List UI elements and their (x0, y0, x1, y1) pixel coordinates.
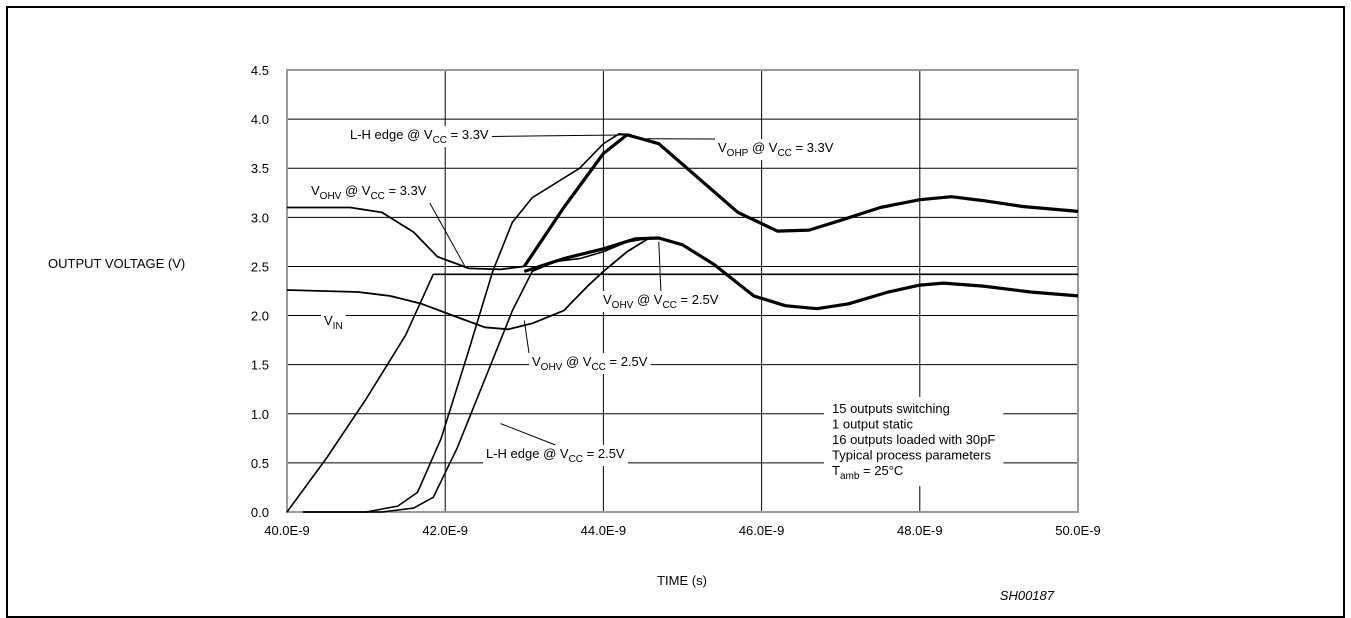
annotation-label-part: = 3.3V (385, 183, 427, 198)
annotation-label-part: CC (370, 191, 384, 202)
y-tick-label: 2.5 (251, 259, 269, 274)
annotation-leader (492, 135, 631, 137)
y-tick-label: 0.5 (251, 456, 269, 471)
annotation-label-part: V (532, 354, 541, 369)
y-tick-label: 2.0 (251, 309, 269, 324)
annotation-label-part: OHV (612, 300, 634, 311)
x-tick-label: 48.0E-9 (897, 523, 943, 538)
series-line-lh25 (303, 238, 651, 512)
annotation-label-part: @ V (633, 292, 662, 307)
x-tick-label: 46.0E-9 (739, 523, 785, 538)
x-axis-label: TIME (s) (657, 573, 707, 588)
annotation-label-part: V (324, 313, 333, 328)
annotation-label-part: OHV (541, 362, 563, 373)
annotation-label-part: L-H edge @ V (486, 446, 569, 461)
y-axis-label: OUTPUT VOLTAGE (V) (48, 256, 185, 271)
annotation-label-part: = 2.5V (583, 446, 625, 461)
annotation-label-part: CC (569, 454, 583, 465)
x-tick-label: 40.0E-9 (264, 523, 310, 538)
annotation-label-part: = 2.5V (677, 292, 719, 307)
annotation-label-part: = 2.5V (606, 354, 648, 369)
condition-line-part: 1 output static (832, 417, 913, 432)
condition-line-part: = 25°C (859, 463, 903, 478)
x-tick-label: 50.0E-9 (1055, 523, 1101, 538)
annotation-label-part: V (311, 183, 320, 198)
annotation-label-part: = 3.3V (792, 140, 834, 155)
annotation-label-part: IN (333, 321, 343, 332)
annotation-label-part: L-H edge @ V (350, 127, 433, 142)
figure-id: SH00187 (1000, 588, 1055, 603)
y-tick-label: 4.5 (251, 63, 269, 78)
y-tick-label: 3.5 (251, 161, 269, 176)
condition-line-part: T (832, 463, 840, 478)
y-tick-label: 1.0 (251, 407, 269, 422)
annotation-leader (430, 203, 465, 266)
annotation-label-part: @ V (341, 183, 370, 198)
annotation-label-part: CC (777, 148, 791, 159)
series-line-vohv33 (287, 208, 524, 270)
annotation-label-part: @ V (562, 354, 591, 369)
annotation-label-part: V (718, 140, 727, 155)
condition-line-part: amb (840, 471, 860, 482)
annotation-label-part: @ V (748, 140, 777, 155)
condition-line-part: 16 outputs loaded with 30pF (832, 432, 995, 447)
annotation-label-part: OHP (727, 148, 749, 159)
x-tick-label: 42.0E-9 (422, 523, 468, 538)
y-tick-label: 4.0 (251, 112, 269, 127)
y-tick-label: 3.0 (251, 210, 269, 225)
condition-line: Typical process parameters (832, 448, 991, 463)
annotation-leader (501, 424, 556, 445)
condition-line: 1 output static (832, 417, 913, 432)
y-tick-label: 1.5 (251, 358, 269, 373)
condition-line: 16 outputs loaded with 30pF (832, 432, 995, 447)
annotation-label-part: CC (662, 300, 676, 311)
x-tick-label: 44.0E-9 (581, 523, 627, 538)
condition-line-part: 15 outputs switching (832, 401, 950, 416)
annotation-label-part: CC (433, 135, 447, 146)
annotation-label-part: = 3.3V (447, 127, 489, 142)
condition-line: 15 outputs switching (832, 401, 950, 416)
y-tick-label: 0.0 (251, 505, 269, 520)
condition-line-part: Typical process parameters (832, 448, 991, 463)
annotation-label-part: OHV (320, 191, 342, 202)
annotation-label-part: V (603, 292, 612, 307)
annotation-label-part: CC (591, 362, 605, 373)
